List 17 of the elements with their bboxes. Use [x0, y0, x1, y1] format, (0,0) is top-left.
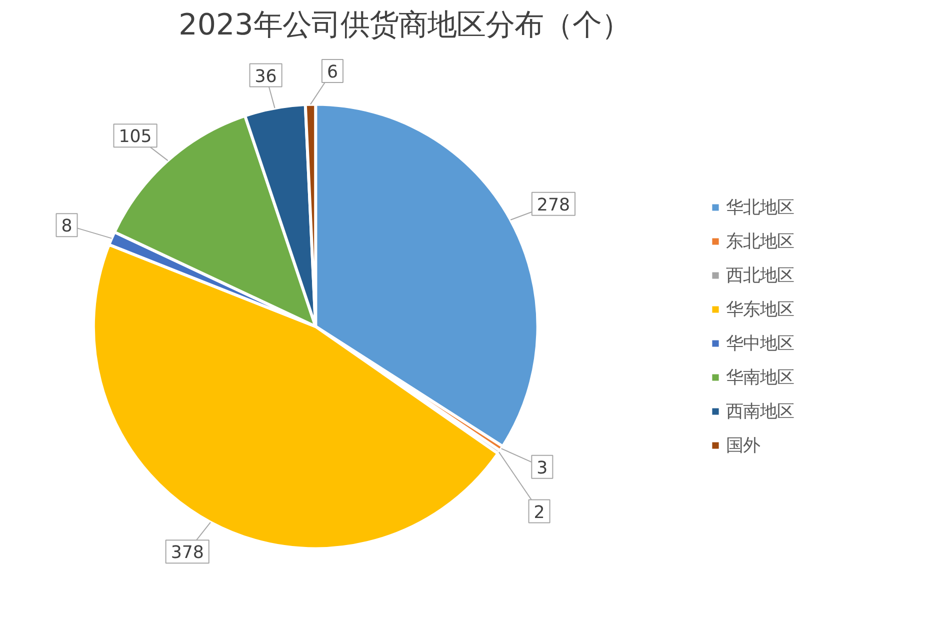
legend-label: 国外: [726, 435, 760, 457]
legend-label: 华北地区: [726, 197, 794, 219]
legend-label: 东北地区: [726, 231, 794, 253]
data-label: 3: [536, 458, 548, 478]
data-label: 6: [326, 62, 338, 83]
data-label: 278: [536, 195, 570, 216]
data-label: 378: [170, 543, 204, 564]
legend-label: 华东地区: [726, 299, 794, 321]
legend-label: 华中地区: [726, 333, 794, 355]
data-label: 105: [118, 127, 152, 148]
legend-label: 西南地区: [726, 401, 794, 423]
legend-label: 华南地区: [726, 367, 794, 389]
legend-label: 西北地区: [726, 265, 794, 287]
data-label: 36: [254, 66, 277, 87]
chart-title: 2023年公司供货商地区分布（个）: [178, 8, 630, 42]
data-label: 8: [61, 216, 72, 237]
data-label: 2: [534, 502, 545, 523]
